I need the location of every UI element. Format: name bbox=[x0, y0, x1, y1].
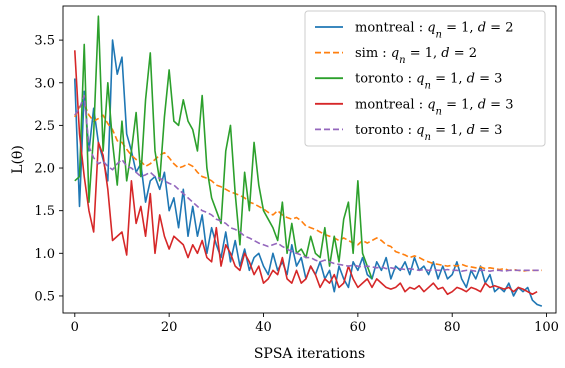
legend-box bbox=[304, 10, 546, 147]
x-tick-label: 60 bbox=[350, 320, 367, 335]
y-tick-label: 2.5 bbox=[34, 119, 55, 134]
x-tick-label: 0 bbox=[71, 320, 79, 335]
series-line-2 bbox=[74, 103, 542, 273]
plot-frame bbox=[62, 5, 557, 314]
x-tick-label: 100 bbox=[534, 320, 559, 335]
x-tick-label: 80 bbox=[444, 320, 461, 335]
y-tick-label: 3.5 bbox=[34, 34, 55, 49]
y-tick-label: 1.0 bbox=[34, 247, 55, 262]
y-tick-label: 2.0 bbox=[34, 162, 55, 177]
legend-label-3: toronto : qn = 1, d = 3 bbox=[355, 72, 502, 92]
legend-label-5: toronto : qn = 1, d = 3 bbox=[355, 123, 502, 143]
series-line-5 bbox=[74, 94, 542, 273]
legend-label-1: montreal : qn = 1, d = 2 bbox=[355, 21, 513, 41]
axes-layer: 0 20 40 60 80 100 0.5 1.0 1.5 2.0 2.5 3.0 3.5 bbox=[34, 5, 559, 335]
y-tick-label: 1.5 bbox=[34, 204, 55, 219]
y-tick-label: 3.0 bbox=[34, 76, 55, 91]
legend-label-2: sim : qn = 1, d = 2 bbox=[355, 46, 477, 66]
series-line-4 bbox=[73, 50, 538, 296]
y-axis-label: L(θ) bbox=[10, 145, 26, 174]
x-tick-label: 20 bbox=[161, 320, 178, 335]
series-layer bbox=[73, 15, 543, 307]
y-tick-label: 0.5 bbox=[34, 289, 55, 304]
x-axis-label: SPSA iterations bbox=[254, 346, 365, 362]
x-tick-label: 40 bbox=[255, 320, 272, 335]
series-line-3 bbox=[74, 15, 373, 280]
legend: montreal : qn = 1, d = 2 sim : qn = 1, d … bbox=[304, 10, 546, 147]
legend-label-4: montreal : qn = 1, d = 3 bbox=[355, 97, 513, 117]
